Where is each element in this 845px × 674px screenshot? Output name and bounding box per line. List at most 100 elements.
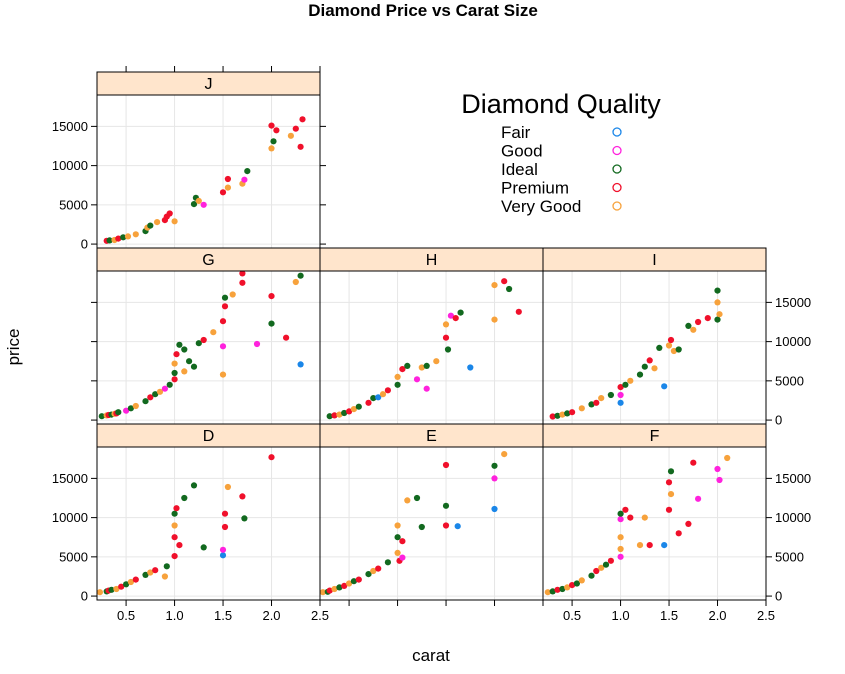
data-point-j <box>171 218 178 225</box>
data-point-i <box>617 399 624 406</box>
legend-marker-good <box>612 145 622 156</box>
strip-label-f: F <box>650 428 660 445</box>
data-point-g <box>147 394 154 401</box>
y-tick-label-f: 10000 <box>775 510 811 525</box>
data-point-g <box>161 385 168 392</box>
data-point-d <box>241 515 248 522</box>
data-point-h <box>326 413 333 420</box>
data-point-i <box>704 315 711 322</box>
x-axis-label: carat <box>412 646 450 665</box>
data-point-j <box>200 201 207 208</box>
data-point-i <box>714 299 721 306</box>
legend-marker-premium <box>612 182 622 193</box>
data-point-f <box>617 545 624 553</box>
data-point-g <box>268 293 275 300</box>
legend-label-premium: Premium <box>501 179 569 198</box>
data-point-e <box>491 505 498 513</box>
data-point-h <box>404 362 411 369</box>
data-point-h <box>515 308 522 315</box>
data-point-h <box>433 358 440 365</box>
data-point-f <box>578 577 585 584</box>
data-point-e <box>442 502 450 509</box>
y-tick-label-j: 0 <box>81 237 88 252</box>
data-point-h <box>444 346 452 353</box>
panels-layer: J 0 5000 10000 15000 G H I 0 5000 10000 15000 D 0.5 1.… <box>52 66 811 623</box>
y-tick-label-j: 5000 <box>59 197 88 212</box>
data-point-f <box>544 589 551 596</box>
data-point-g <box>229 291 236 298</box>
data-point-e <box>370 567 377 575</box>
data-point-f <box>549 588 556 595</box>
y-tick-label-d: 0 <box>81 589 88 604</box>
data-point-d <box>123 581 130 588</box>
data-point-h <box>447 312 454 319</box>
data-point-h <box>413 376 421 383</box>
y-tick-label-i: 0 <box>775 413 782 428</box>
data-point-j <box>219 189 227 196</box>
data-point-f <box>636 542 644 549</box>
data-point-g <box>210 329 217 336</box>
data-point-d <box>221 510 229 517</box>
data-point-g <box>181 368 188 375</box>
data-point-i <box>554 412 561 419</box>
data-point-g <box>253 340 261 348</box>
data-point-i <box>667 336 675 344</box>
data-point-f <box>588 572 595 579</box>
data-point-f <box>622 506 629 513</box>
data-point-e <box>350 578 357 585</box>
data-point-d <box>142 571 149 579</box>
data-point-j <box>270 138 277 145</box>
y-tick-label-d: 5000 <box>59 549 88 564</box>
data-point-j <box>224 175 231 183</box>
x-tick-label-d: 0.5 <box>117 608 135 623</box>
x-tick-label-d: 1.0 <box>166 608 184 623</box>
data-point-d <box>219 552 227 559</box>
legend-marker-fair <box>612 127 622 137</box>
data-point-f <box>598 564 605 571</box>
data-point-h <box>379 391 387 398</box>
data-point-e <box>341 582 348 590</box>
data-point-d <box>200 544 207 551</box>
data-point-f <box>593 567 600 575</box>
data-point-j <box>106 237 113 244</box>
data-point-g <box>219 343 227 350</box>
data-point-f <box>675 530 682 537</box>
data-point-h <box>355 403 362 410</box>
strip-label-i: I <box>652 252 656 269</box>
data-point-g <box>176 341 183 348</box>
data-point-i <box>636 371 644 378</box>
data-point-g <box>292 278 299 286</box>
data-point-e <box>394 549 401 557</box>
data-point-h <box>341 409 348 417</box>
data-point-h <box>384 387 391 394</box>
data-point-d <box>152 567 159 574</box>
data-point-i <box>675 346 682 353</box>
data-point-h <box>491 282 498 289</box>
data-point-i <box>670 347 678 355</box>
data-point-h <box>418 364 425 371</box>
data-point-e <box>404 497 411 504</box>
data-point-f <box>554 586 561 593</box>
data-point-g <box>142 398 149 405</box>
data-point-h <box>346 408 353 415</box>
data-point-f <box>602 561 610 568</box>
data-point-g <box>98 413 105 420</box>
data-point-d <box>181 494 188 502</box>
x-tick-label-d: 1.5 <box>214 608 232 623</box>
data-point-f <box>617 553 624 560</box>
data-point-h <box>423 385 430 392</box>
y-tick-label-d: 15000 <box>52 471 88 486</box>
data-point-h <box>365 399 372 406</box>
data-point-g <box>171 360 178 367</box>
data-point-h <box>370 395 377 402</box>
data-point-j <box>124 233 132 240</box>
strip-label-j: J <box>205 76 213 93</box>
data-point-e <box>336 584 343 591</box>
data-point-h <box>336 411 343 418</box>
data-point-e <box>346 580 353 587</box>
data-point-e <box>413 494 421 502</box>
legend-marker-very-good <box>612 201 622 211</box>
y-tick-label-j: 10000 <box>52 158 88 173</box>
